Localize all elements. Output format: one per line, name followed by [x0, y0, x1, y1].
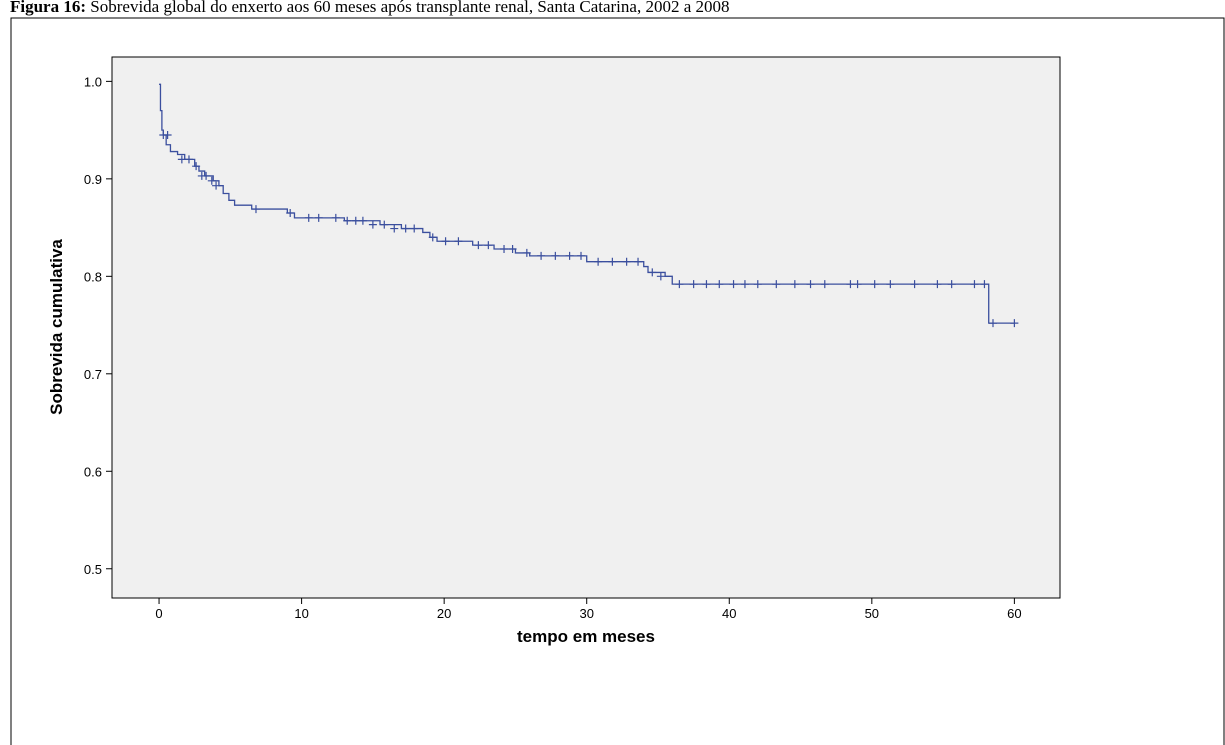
y-axis-label: Sobrevida cumulativa: [47, 239, 66, 415]
censor-mark: [207, 176, 216, 185]
censor-mark: [1010, 319, 1019, 328]
censor-mark: [577, 251, 586, 260]
censor-mark: [933, 280, 942, 289]
y-tick-label: 0.8: [84, 269, 102, 284]
x-axis-label: tempo em meses: [517, 627, 655, 646]
censor-mark: [177, 155, 186, 164]
y-tick-label: 1.0: [84, 74, 102, 89]
x-tick-label: 0: [155, 606, 162, 621]
censor-mark: [772, 280, 781, 289]
censor-mark: [947, 280, 956, 289]
censor-mark: [508, 245, 517, 254]
censor-mark: [820, 280, 829, 289]
censor-mark: [634, 257, 643, 266]
x-tick-label: 10: [294, 606, 308, 621]
censor-mark: [740, 280, 749, 289]
censor-mark: [622, 257, 631, 266]
censor-mark: [286, 208, 295, 217]
y-tick-label: 0.9: [84, 172, 102, 187]
censor-mark: [368, 220, 377, 229]
x-tick-label: 40: [722, 606, 736, 621]
censor-mark: [343, 216, 352, 225]
censor-mark: [608, 257, 617, 266]
censor-mark: [390, 224, 399, 233]
censor-mark: [401, 224, 410, 233]
censor-mark: [454, 237, 463, 246]
censor-mark: [212, 181, 221, 190]
y-tick-label: 0.7: [84, 367, 102, 382]
censor-mark: [163, 130, 172, 139]
censor-mark: [870, 280, 879, 289]
x-tick-label: 30: [579, 606, 593, 621]
censor-mark: [689, 280, 698, 289]
censor-mark: [251, 205, 260, 214]
censor-mark: [522, 248, 531, 257]
y-tick-label: 0.6: [84, 464, 102, 479]
censor-mark: [351, 216, 360, 225]
caption-text: Sobrevida global do enxerto aos 60 meses…: [90, 0, 729, 16]
censor-mark: [537, 251, 546, 260]
censor-mark: [675, 280, 684, 289]
censor-mark: [910, 280, 919, 289]
censor-mark: [715, 280, 724, 289]
frame: [10, 17, 1225, 745]
censor-mark: [192, 162, 201, 171]
plot-area: [111, 56, 1061, 599]
censor-mark: [358, 216, 367, 225]
censor-mark: [988, 319, 997, 328]
censor-mark: [806, 280, 815, 289]
censor-mark: [551, 251, 560, 260]
censor-mark: [753, 280, 762, 289]
censor-mark: [484, 241, 493, 250]
censor-mark: [202, 171, 211, 180]
caption: Figura 16: Sobrevida global do enxerto a…: [10, 0, 730, 16]
caption-label: Figura 16:: [10, 0, 86, 16]
censor-mark: [980, 280, 989, 289]
censor-mark: [565, 251, 574, 260]
censor-mark: [656, 272, 665, 281]
x-tick-label: 20: [437, 606, 451, 621]
censor-mark: [500, 245, 509, 254]
censor-mark: [184, 155, 193, 164]
censor-mark: [304, 213, 313, 222]
censor-mark: [410, 224, 419, 233]
censor-mark: [331, 213, 340, 222]
censor-mark: [380, 220, 389, 229]
censor-mark: [428, 233, 437, 242]
censor-mark: [790, 280, 799, 289]
x-tick-label: 50: [865, 606, 879, 621]
censor-mark: [648, 268, 657, 277]
censor-mark: [314, 213, 323, 222]
censor-mark: [702, 280, 711, 289]
censor-mark: [594, 257, 603, 266]
y-tick-label: 0.5: [84, 562, 102, 577]
censor-mark: [474, 241, 483, 250]
censor-mark: [970, 280, 979, 289]
censor-mark: [853, 280, 862, 289]
censor-mark: [441, 237, 450, 246]
censor-mark: [846, 280, 855, 289]
censor-mark: [886, 280, 895, 289]
x-tick-label: 60: [1007, 606, 1021, 621]
censor-mark: [729, 280, 738, 289]
